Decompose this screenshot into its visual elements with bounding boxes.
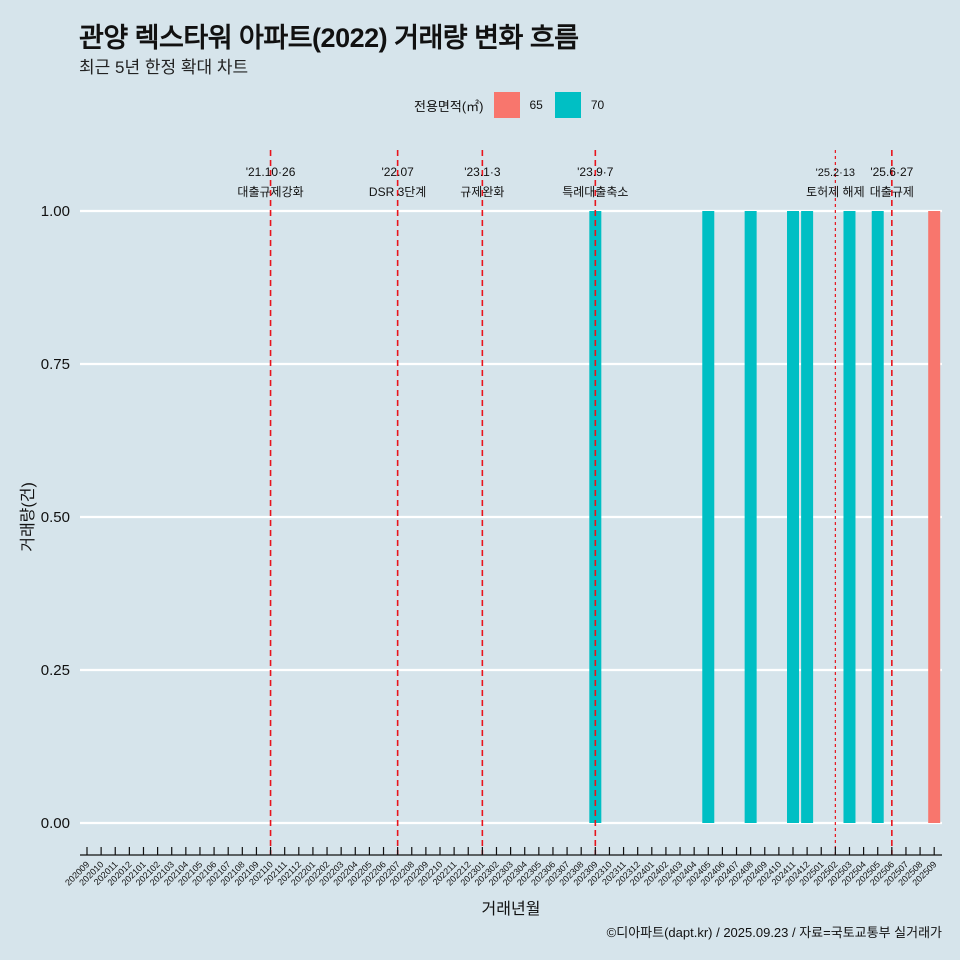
bar-70-202503 [843,211,856,823]
bar-70-202412 [801,211,814,823]
event-date-label: '23.9·7 [577,165,614,179]
chart-title: 관양 렉스타워 아파트(2022) 거래량 변화 흐름 [79,23,579,53]
legend-title: 전용면적(㎡) [414,98,484,114]
y-axis-label: 거래량(건) [19,482,37,552]
event-date-label: '25.6·27 [870,165,913,179]
bar-70-202408 [744,211,757,823]
y-tick-label: 0.75 [41,356,70,373]
legend-swatch-70 [554,92,581,118]
event-desc-label: 토허제 해제 [806,185,865,199]
bar-65-202509 [928,211,941,823]
y-tick-label: 0.50 [41,509,70,526]
footer-source: ©디아파트(dapt.kr) / 2025.09.23 / 자료=국토교통부 실… [606,925,942,940]
bar-70-202411 [787,211,799,823]
legend-label-65: 65 [529,98,543,112]
event-date-label: '22.07 [381,165,414,179]
x-axis-label: 거래년월 [482,900,541,918]
bar-70-202505 [871,211,884,823]
event-date-label: '25.2·13 [816,167,855,179]
legend-label-70: 70 [590,98,605,112]
event-desc-label: 대출규제 [870,185,914,199]
event-date-label: '23.1·3 [464,165,501,179]
y-tick-label: 0.25 [41,662,70,679]
chart-subtitle: 최근 5년 한정 확대 차트 [79,58,249,77]
event-desc-label: DSR 3단계 [369,185,426,199]
legend: 전용면적(㎡) 65 70 [414,92,616,118]
event-desc-label: 규제완화 [460,185,504,199]
y-tick-label: 0.00 [41,815,70,832]
y-tick-label: 1.00 [41,203,70,220]
bar-70-202309 [589,211,602,823]
bar-70-202405 [702,211,715,823]
legend-swatch-65 [493,92,520,118]
event-date-label: '21.10·26 [246,165,296,179]
event-desc-label: 대출규제강화 [237,185,303,199]
event-desc-label: 특례대출축소 [562,185,628,199]
